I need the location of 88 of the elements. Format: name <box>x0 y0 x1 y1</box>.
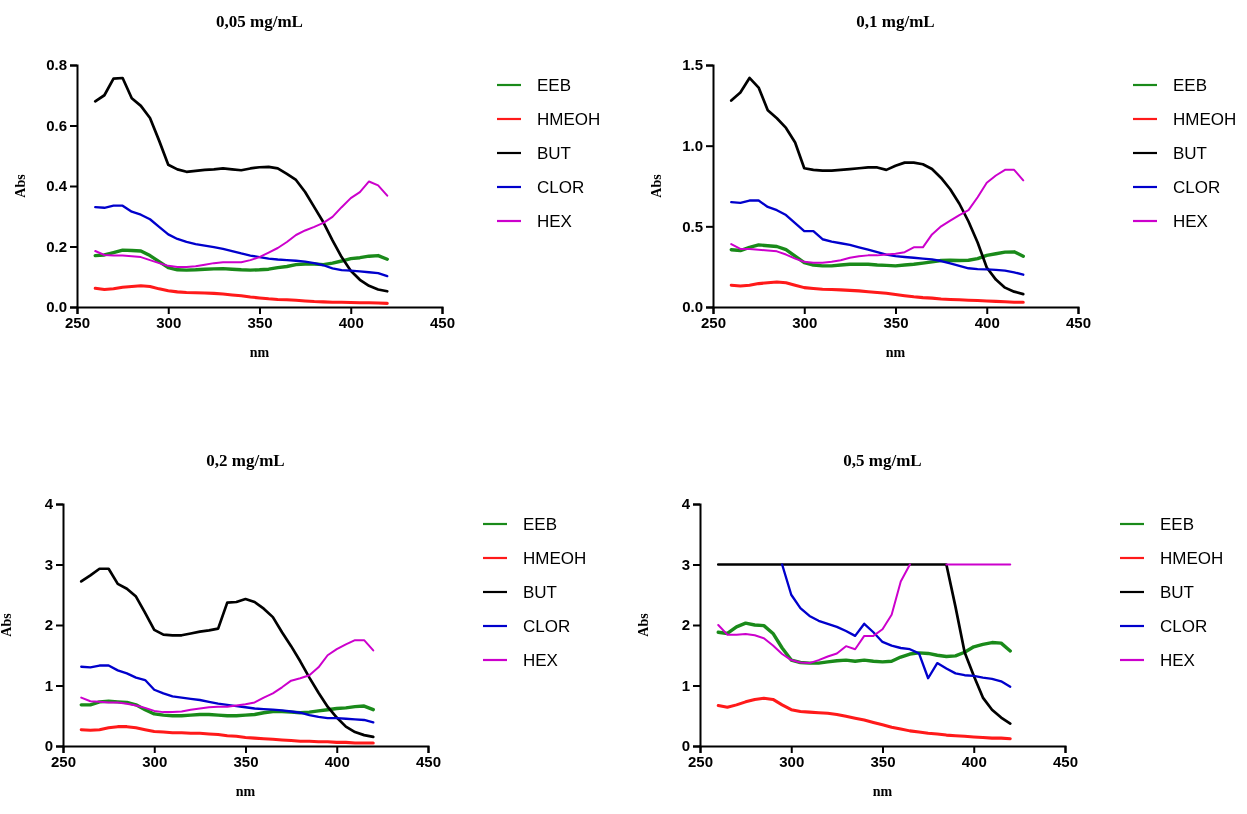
x-tick-label: 300 <box>792 313 818 331</box>
y-tick-label: 1 <box>44 676 53 694</box>
line-series <box>93 284 389 305</box>
x-tick-label: 300 <box>142 752 168 770</box>
y-tick-label: 3 <box>44 555 53 573</box>
y-axis-title: Abs <box>636 612 651 637</box>
legend-label: HEX <box>523 651 558 670</box>
y-axis-title: Abs <box>0 612 14 637</box>
chart-title: 0,2 mg/mL <box>206 451 285 470</box>
x-tick-label: 250 <box>50 752 77 770</box>
x-axis-title: nm <box>885 345 906 360</box>
x-tick-label: 350 <box>870 752 896 770</box>
line-series <box>94 180 389 269</box>
legend-label: CLOR <box>523 617 571 636</box>
chart-title: 0,1 mg/mL <box>856 12 935 31</box>
x-tick-label: 400 <box>974 313 1000 331</box>
y-tick-label: 3 <box>681 555 690 573</box>
line-series <box>94 204 389 278</box>
y-tick-label: 0.8 <box>46 56 67 74</box>
legend-label: CLOR <box>1173 178 1221 197</box>
line-series <box>93 76 389 293</box>
line-series <box>716 563 1012 725</box>
x-axis-title: nm <box>249 345 270 360</box>
x-tick-label: 250 <box>64 313 91 331</box>
y-tick-label: 1.0 <box>682 136 703 154</box>
x-tick-label: 450 <box>429 313 456 331</box>
legend-label: HMEOH <box>537 110 601 129</box>
legend-label: HMEOH <box>1173 110 1237 129</box>
x-tick-label: 450 <box>1052 752 1079 770</box>
x-tick-label: 400 <box>961 752 987 770</box>
legend-label: BUT <box>523 583 557 602</box>
y-tick-label: 0.0 <box>682 298 703 316</box>
legend-label: CLOR <box>537 178 585 197</box>
legend-label: BUT <box>1160 583 1194 602</box>
chart-title: 0,05 mg/mL <box>216 12 303 31</box>
line-series <box>730 168 1025 264</box>
line-series <box>80 664 375 724</box>
y-tick-label: 0.0 <box>46 298 67 316</box>
x-tick-label: 350 <box>247 313 273 331</box>
y-tick-label: 4 <box>44 495 54 513</box>
y-tick-label: 0.4 <box>46 177 68 195</box>
x-axis-title: nm <box>235 784 256 799</box>
legend-label: HMEOH <box>523 549 587 568</box>
x-tick-label: 250 <box>687 752 714 770</box>
legend-label: HEX <box>1173 212 1208 231</box>
x-tick-label: 350 <box>233 752 259 770</box>
legend-label: EEB <box>1160 515 1195 534</box>
legend-label: BUT <box>537 144 571 163</box>
y-tick-label: 0.5 <box>682 217 703 235</box>
line-series <box>729 243 1025 268</box>
legend-label: HEX <box>1160 651 1195 670</box>
line-series <box>716 696 1012 741</box>
legend-label: BUT <box>1173 144 1207 163</box>
legend-label: CLOR <box>1160 617 1208 636</box>
legend-label: EEB <box>537 76 572 95</box>
x-tick-label: 300 <box>156 313 182 331</box>
x-tick-label: 450 <box>415 752 442 770</box>
x-tick-label: 400 <box>338 313 364 331</box>
x-tick-label: 450 <box>1065 313 1092 331</box>
line-series <box>79 725 375 745</box>
y-tick-label: 0.6 <box>46 116 67 134</box>
x-tick-label: 350 <box>883 313 909 331</box>
line-series <box>80 639 375 714</box>
legend-label: EEB <box>1173 76 1208 95</box>
y-tick-label: 0 <box>681 737 690 755</box>
chart-title: 0,5 mg/mL <box>843 451 922 470</box>
legend-label: EEB <box>523 515 558 534</box>
x-tick-label: 400 <box>324 752 350 770</box>
x-axis-title: nm <box>872 784 893 799</box>
y-tick-label: 0.2 <box>46 237 67 255</box>
y-tick-label: 0 <box>44 737 53 755</box>
y-tick-label: 2 <box>44 616 53 634</box>
line-series <box>79 567 375 739</box>
y-axis-title: Abs <box>649 173 664 198</box>
y-tick-label: 4 <box>681 495 691 513</box>
x-tick-label: 250 <box>700 313 727 331</box>
y-tick-label: 1.5 <box>682 56 703 74</box>
line-series <box>729 280 1025 304</box>
legend-label: HEX <box>537 212 572 231</box>
line-series <box>93 248 389 272</box>
y-tick-label: 2 <box>681 616 690 634</box>
line-series <box>780 563 1012 688</box>
y-axis-title: Abs <box>13 173 28 198</box>
line-series <box>729 76 1025 296</box>
x-tick-label: 300 <box>779 752 805 770</box>
legend-label: HMEOH <box>1160 549 1224 568</box>
line-series <box>730 199 1025 276</box>
y-tick-label: 1 <box>681 676 690 694</box>
